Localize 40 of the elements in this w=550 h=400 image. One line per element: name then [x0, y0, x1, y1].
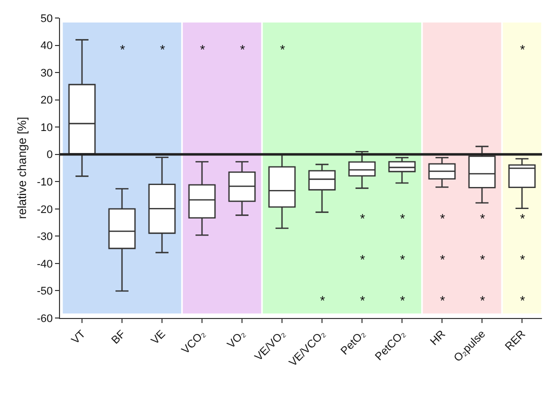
x-tick-label: VT — [70, 328, 88, 347]
y-tick-label: 10 — [40, 122, 53, 134]
annotation: * — [320, 293, 326, 308]
annotation: * — [400, 293, 406, 308]
y-axis-title: relative change [%] — [15, 116, 29, 220]
annotation: * — [200, 42, 206, 57]
annotation: * — [360, 211, 366, 226]
y-tick-label: 40 — [40, 40, 53, 52]
annotation: * — [400, 252, 406, 267]
annotation: * — [360, 252, 366, 267]
annotation: * — [520, 293, 526, 308]
annotation: * — [360, 293, 366, 308]
annotation: * — [520, 42, 526, 57]
annotation: * — [440, 252, 446, 267]
x-tick-label: BF — [110, 328, 128, 347]
y-tick-label: -30 — [36, 231, 53, 244]
x-tick-label: HR — [428, 328, 448, 348]
annotation: * — [480, 211, 486, 226]
annotation: * — [480, 252, 486, 267]
annotation: * — [280, 42, 286, 57]
x-tick-label: VO₂ — [225, 328, 248, 351]
y-tick-label: -40 — [36, 258, 53, 270]
annotation: * — [160, 42, 166, 57]
y-tick-label: 30 — [40, 67, 53, 80]
annotation: * — [520, 211, 526, 226]
y-tick-label: 20 — [40, 94, 53, 107]
annotation: * — [440, 211, 446, 226]
annotation: * — [440, 293, 446, 308]
annotation: * — [120, 42, 126, 57]
y-tick-label: -60 — [36, 312, 53, 325]
annotation: * — [240, 42, 246, 57]
annotation: * — [480, 293, 486, 308]
y-tick-label: 50 — [40, 12, 53, 25]
x-tick-label: VE — [149, 328, 168, 348]
y-tick-label: 0 — [46, 149, 53, 162]
annotation: * — [400, 211, 406, 226]
annotation: * — [520, 252, 526, 267]
y-tick-label: -20 — [36, 204, 53, 216]
y-tick-label: -50 — [36, 286, 53, 298]
y-tick-label: -10 — [36, 176, 53, 188]
